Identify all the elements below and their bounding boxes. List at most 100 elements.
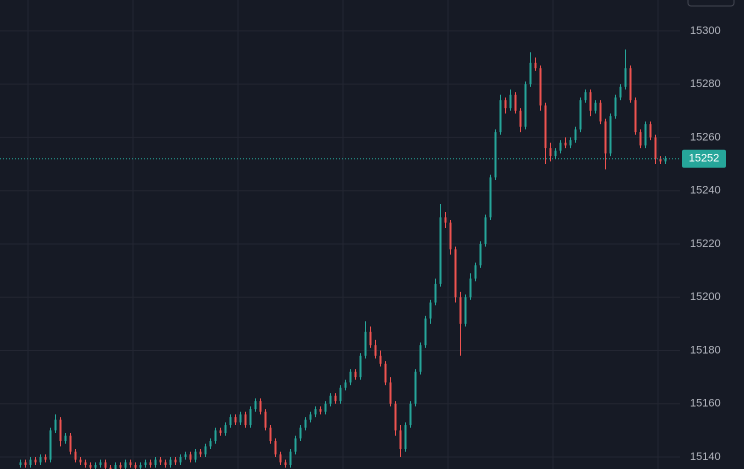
candle-body bbox=[149, 462, 152, 466]
candle-body bbox=[499, 100, 502, 133]
y-tick-label: 15300 bbox=[690, 25, 721, 37]
candle-body bbox=[254, 401, 257, 410]
candle-body bbox=[24, 462, 27, 466]
y-tick-label: 15140 bbox=[690, 451, 721, 463]
candle-body bbox=[179, 457, 182, 463]
candle-body bbox=[369, 331, 372, 346]
candle-body bbox=[399, 430, 402, 450]
candle-body bbox=[444, 217, 447, 223]
candle-body bbox=[49, 430, 52, 460]
candle-body bbox=[544, 105, 547, 149]
candle-body bbox=[569, 140, 572, 146]
candle-body bbox=[159, 459, 162, 463]
candle-body bbox=[609, 116, 612, 154]
candle-body bbox=[309, 414, 312, 420]
candle-body bbox=[534, 62, 537, 69]
candle-body bbox=[244, 414, 247, 426]
candle-body bbox=[449, 222, 452, 250]
candle-body bbox=[584, 92, 587, 101]
candle-body bbox=[474, 265, 477, 279]
candle-body bbox=[209, 441, 212, 447]
candle-body bbox=[344, 382, 347, 388]
grid: 15140 15160 15180 15200 15220 15240 15260 15280… bbox=[0, 25, 721, 463]
candle-body bbox=[114, 465, 117, 469]
candle-body bbox=[634, 100, 637, 133]
candle-body bbox=[414, 371, 417, 404]
candle-body bbox=[304, 419, 307, 428]
candle-body bbox=[539, 68, 542, 106]
last-price-badge bbox=[682, 149, 726, 168]
candle-body bbox=[614, 97, 617, 117]
candle-body bbox=[84, 462, 87, 466]
candle-body bbox=[599, 102, 602, 122]
candle-body bbox=[334, 395, 337, 402]
candle-body bbox=[529, 62, 532, 85]
y-tick-label: 15180 bbox=[690, 344, 721, 356]
candle-body bbox=[404, 425, 407, 450]
candle-body bbox=[109, 467, 112, 469]
candle-body bbox=[594, 102, 597, 111]
candle-body bbox=[319, 409, 322, 412]
candle-body bbox=[224, 425, 227, 434]
y-tick-label: 15200 bbox=[690, 291, 721, 303]
candle-body bbox=[479, 243, 482, 266]
candle-body bbox=[104, 462, 107, 468]
candle-body bbox=[279, 454, 282, 463]
candle-body bbox=[29, 459, 32, 466]
candle-body bbox=[39, 457, 42, 463]
candle-body bbox=[54, 419, 57, 431]
candle-body bbox=[559, 142, 562, 151]
y-tick-label: 15160 bbox=[690, 398, 721, 410]
candle-body bbox=[274, 441, 277, 455]
candle-body bbox=[624, 68, 627, 87]
candle-body bbox=[459, 297, 462, 324]
candle-body bbox=[199, 451, 202, 455]
candle-body bbox=[69, 435, 72, 452]
candle-body bbox=[204, 446, 207, 455]
candle-body bbox=[239, 414, 242, 423]
candle-body bbox=[424, 318, 427, 346]
candle-body bbox=[34, 459, 37, 463]
candle-body bbox=[579, 100, 582, 130]
candle-body bbox=[574, 129, 577, 141]
candle-body bbox=[649, 124, 652, 138]
candle-body bbox=[99, 462, 102, 466]
candle-body bbox=[589, 92, 592, 111]
candle-body bbox=[389, 382, 392, 404]
candle-body bbox=[139, 465, 142, 468]
candle-body bbox=[79, 459, 82, 463]
candle-body bbox=[214, 430, 217, 442]
candle-body bbox=[44, 457, 47, 460]
candle-body bbox=[144, 462, 147, 466]
candle-body bbox=[419, 345, 422, 372]
candle-body bbox=[364, 331, 367, 356]
candle-body bbox=[454, 249, 457, 298]
y-tick-label: 15220 bbox=[690, 238, 721, 250]
candle-body bbox=[174, 459, 177, 463]
candle-body bbox=[379, 355, 382, 364]
candle-body bbox=[619, 86, 622, 98]
candle-body bbox=[324, 403, 327, 412]
candle-body bbox=[639, 132, 642, 146]
candle-body bbox=[384, 363, 387, 383]
candle-body bbox=[464, 297, 467, 324]
candle-body bbox=[434, 283, 437, 303]
candle-body bbox=[564, 142, 567, 146]
candle-body bbox=[249, 409, 252, 426]
candle-body bbox=[519, 110, 522, 127]
candle-body bbox=[654, 137, 657, 159]
candle-body bbox=[189, 454, 192, 460]
candle-body bbox=[94, 465, 97, 468]
candle-body bbox=[184, 454, 187, 458]
candle-body bbox=[119, 465, 122, 468]
y-tick-label: 15260 bbox=[690, 131, 721, 143]
candle-body bbox=[329, 395, 332, 404]
candle-body bbox=[299, 427, 302, 439]
candle-body bbox=[234, 417, 237, 423]
toolbar-button[interactable] bbox=[687, 0, 735, 7]
candle-body bbox=[489, 177, 492, 218]
candle-body bbox=[374, 345, 377, 356]
y-tick-label: 15240 bbox=[690, 185, 721, 197]
candle-body bbox=[604, 121, 607, 154]
